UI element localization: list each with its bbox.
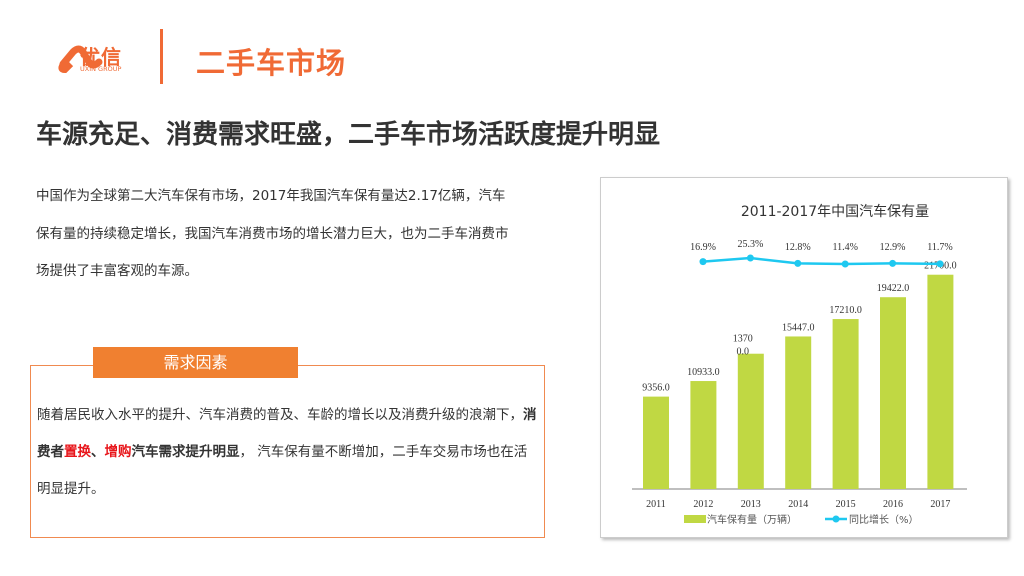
logo-subtext: UXIN GROUP bbox=[80, 65, 122, 73]
bar-label: 17210.0 bbox=[829, 305, 862, 316]
demand-box-text: 随着居民收入水平的提升、汽车消费的普及、车龄的增长以及消费升级的浪潮下，消费者置… bbox=[37, 397, 537, 508]
growth-point bbox=[841, 260, 849, 268]
x-tick-label: 2011 bbox=[646, 499, 666, 510]
page-title: 车源充足、消费需求旺盛，二手车市场活跃度提升明显 bbox=[36, 120, 661, 150]
logo-text: 优信 bbox=[80, 45, 122, 69]
legend-line-marker bbox=[832, 515, 840, 523]
growth-label: 11.4% bbox=[832, 242, 857, 253]
bar-label: 19422.0 bbox=[877, 283, 910, 294]
growth-label: 12.9% bbox=[880, 242, 906, 253]
growth-point bbox=[699, 258, 707, 266]
chart-title: 2011-2017年中国汽车保有量 bbox=[741, 203, 929, 220]
bar-2017 bbox=[927, 274, 954, 489]
growth-label: 25.3% bbox=[737, 239, 763, 250]
x-tick-label: 2014 bbox=[788, 499, 808, 510]
bar-2012 bbox=[690, 381, 717, 489]
legend-line-label: 同比增长（%） bbox=[849, 513, 919, 526]
growth-label: 11.7% bbox=[927, 242, 952, 253]
bar-label: 10933.0 bbox=[687, 367, 720, 378]
text-bold: 消费者 bbox=[37, 407, 537, 460]
legend-bar-label: 汽车保有量（万辆） bbox=[707, 513, 797, 526]
x-tick-label: 2017 bbox=[930, 499, 950, 510]
bar-label: 0.0 bbox=[737, 347, 750, 358]
growth-line bbox=[702, 256, 941, 266]
growth-point bbox=[746, 254, 754, 262]
growth-label: 12.8% bbox=[785, 242, 811, 253]
text-bold: 、 bbox=[91, 444, 105, 460]
bar-label: 15447.0 bbox=[782, 322, 815, 333]
header-divider bbox=[160, 29, 163, 84]
bar-label: 1370 bbox=[733, 334, 753, 345]
text-part: 随着居民收入水平的提升、汽车消费的普及、车龄的增长以及消费升级的浪潮下， bbox=[37, 407, 523, 423]
bar-2015 bbox=[832, 319, 859, 489]
text-highlight: 置换 bbox=[64, 444, 91, 460]
bar-2016 bbox=[880, 297, 906, 489]
text-highlight: 增购 bbox=[104, 444, 132, 460]
growth-label: 16.9% bbox=[690, 242, 716, 253]
growth-point bbox=[889, 259, 897, 267]
x-tick-label: 2015 bbox=[836, 499, 856, 510]
section-title: 二手车市场 bbox=[196, 46, 347, 80]
text-bold: 汽车需求提升明显 bbox=[131, 444, 240, 460]
x-tick-label: 2013 bbox=[741, 499, 761, 510]
bar-2011 bbox=[643, 396, 669, 489]
bar-label: 9356.0 bbox=[642, 383, 670, 394]
growth-point bbox=[936, 260, 944, 268]
intro-paragraph: 中国作为全球第二大汽车保有市场，2017年我国汽车保有量达2.17亿辆，汽车保有… bbox=[36, 188, 509, 279]
text-part: ， 汽车保有量不断增加，二手车交易市场也在活明显提升。 bbox=[37, 444, 528, 497]
x-tick-label: 2012 bbox=[693, 499, 713, 510]
uxin-logo-icon bbox=[58, 45, 103, 74]
growth-point bbox=[794, 259, 802, 267]
legend-bar-swatch bbox=[684, 515, 706, 523]
bar-2014 bbox=[785, 336, 812, 489]
bar-2013 bbox=[737, 353, 764, 489]
demand-box-label: 需求因素 bbox=[93, 347, 298, 378]
x-tick-label: 2016 bbox=[883, 499, 903, 510]
